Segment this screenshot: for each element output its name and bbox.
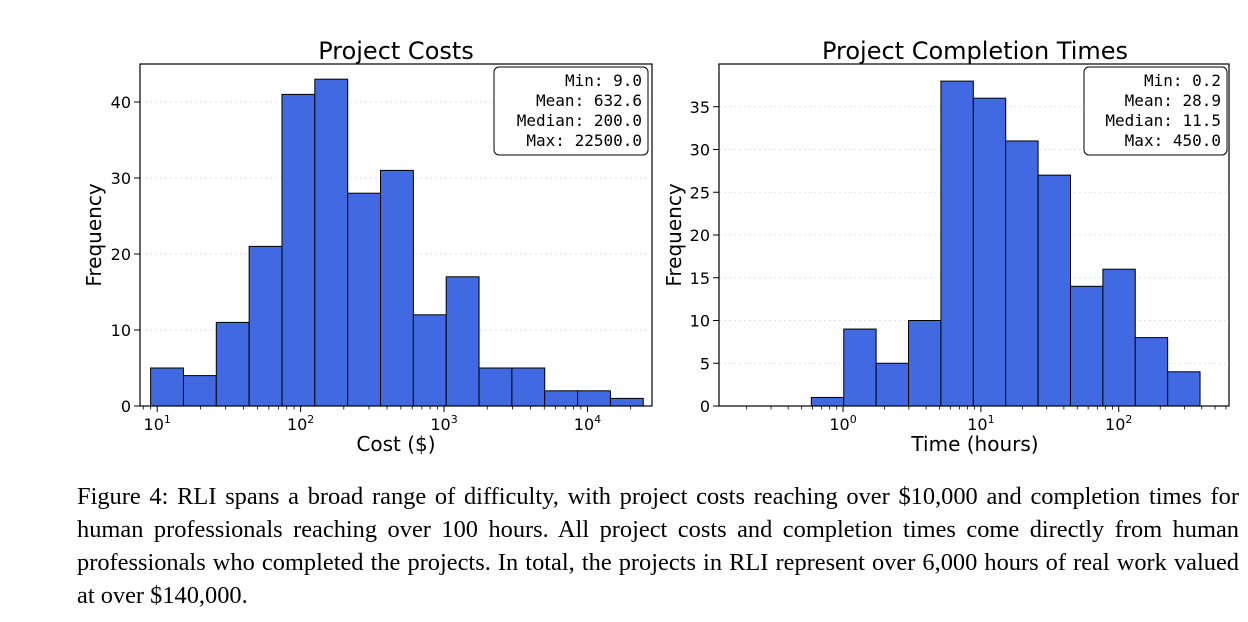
y-tick-label: 35 [690,98,710,117]
stat-max: Max: 22500.0 [526,131,642,150]
histogram-bar [150,367,184,407]
histogram-bar [182,375,217,407]
chart-title: Project Completion Times [822,37,1128,65]
histogram-bar [875,362,910,407]
x-axis-label: Cost ($) [356,432,435,456]
cost-histogram-panel: Project Costs 0 10 20 30 40 101 102 103 104 Cost… [82,37,653,456]
stat-min: Min: 0.2 [1144,71,1221,90]
histogram-bar [1102,268,1136,407]
y-tick-label: 40 [111,93,131,112]
x-tick-label: 102 [1105,413,1132,434]
x-tick-label: 101 [967,413,994,434]
histogram-bar [412,314,447,407]
histogram-bar [1005,140,1039,407]
stat-median: Median: 200.0 [517,111,642,130]
histogram-bar [908,320,942,407]
histogram-bar [577,390,611,407]
y-tick-label: 20 [111,245,131,264]
y-tick-label: 0 [121,397,131,416]
histogram-bar [314,78,349,407]
histogram-bar [1167,371,1201,407]
y-tick-label: 25 [690,183,710,202]
x-tick-label: 102 [287,413,314,434]
y-axis-label: Frequency [82,183,106,286]
stat-max: Max: 450.0 [1125,131,1221,150]
figure-caption: Figure 4: RLI spans a broad range of dif… [77,483,1239,609]
histogram-bar [347,192,382,407]
histogram-bar [1037,174,1071,407]
y-tick-label: 20 [690,226,710,245]
histogram-bar [281,93,316,407]
stat-mean: Mean: 28.9 [1125,91,1221,110]
chart-title: Project Costs [318,37,474,65]
y-tick-label: 10 [690,312,710,331]
histogram-bar [810,396,845,407]
histogram-bar [511,367,546,407]
x-tick-label: 100 [829,413,856,434]
y-tick-label: 15 [690,269,710,288]
stats-box: Min: 9.0 Mean: 632.6 Median: 200.0 Max: … [493,66,649,156]
stat-median: Median: 11.5 [1105,111,1221,130]
y-tick-label: 0 [700,397,710,416]
histogram-bar [248,245,283,407]
stats-box: Min: 0.2 Mean: 28.9 Median: 11.5 Max: 45… [1083,66,1228,156]
histogram-bar [1134,337,1169,407]
y-tick-label: 5 [700,354,710,373]
histogram-bar [1069,285,1104,407]
stats-box-frame [1083,66,1228,156]
histogram-bar [445,276,480,407]
y-axis-label: Frequency [662,183,686,286]
plot-frame [139,63,653,407]
y-tick-label: 30 [690,141,710,160]
stat-mean: Mean: 632.6 [536,91,642,110]
histogram-bar [609,397,644,407]
time-histogram-panel: Project Completion Times 0 5 10 15 20 25 30 35 1… [662,37,1230,456]
x-axis-label: Time (hours) [910,432,1038,456]
x-tick-label: 101 [144,413,171,434]
histogram-bar [478,367,513,407]
x-tick-label: 104 [574,413,601,434]
y-tick-label: 10 [111,321,131,340]
histogram-bar [215,321,250,407]
histogram-bar [544,390,579,407]
histogram-bar [843,328,877,407]
histogram-bar [380,169,414,407]
histogram-bar [972,97,1007,407]
y-tick-label: 30 [111,169,131,188]
x-tick-label: 103 [430,413,457,434]
histogram-bar [940,80,974,407]
stats-box-frame [493,66,649,156]
stat-min: Min: 9.0 [565,71,642,90]
